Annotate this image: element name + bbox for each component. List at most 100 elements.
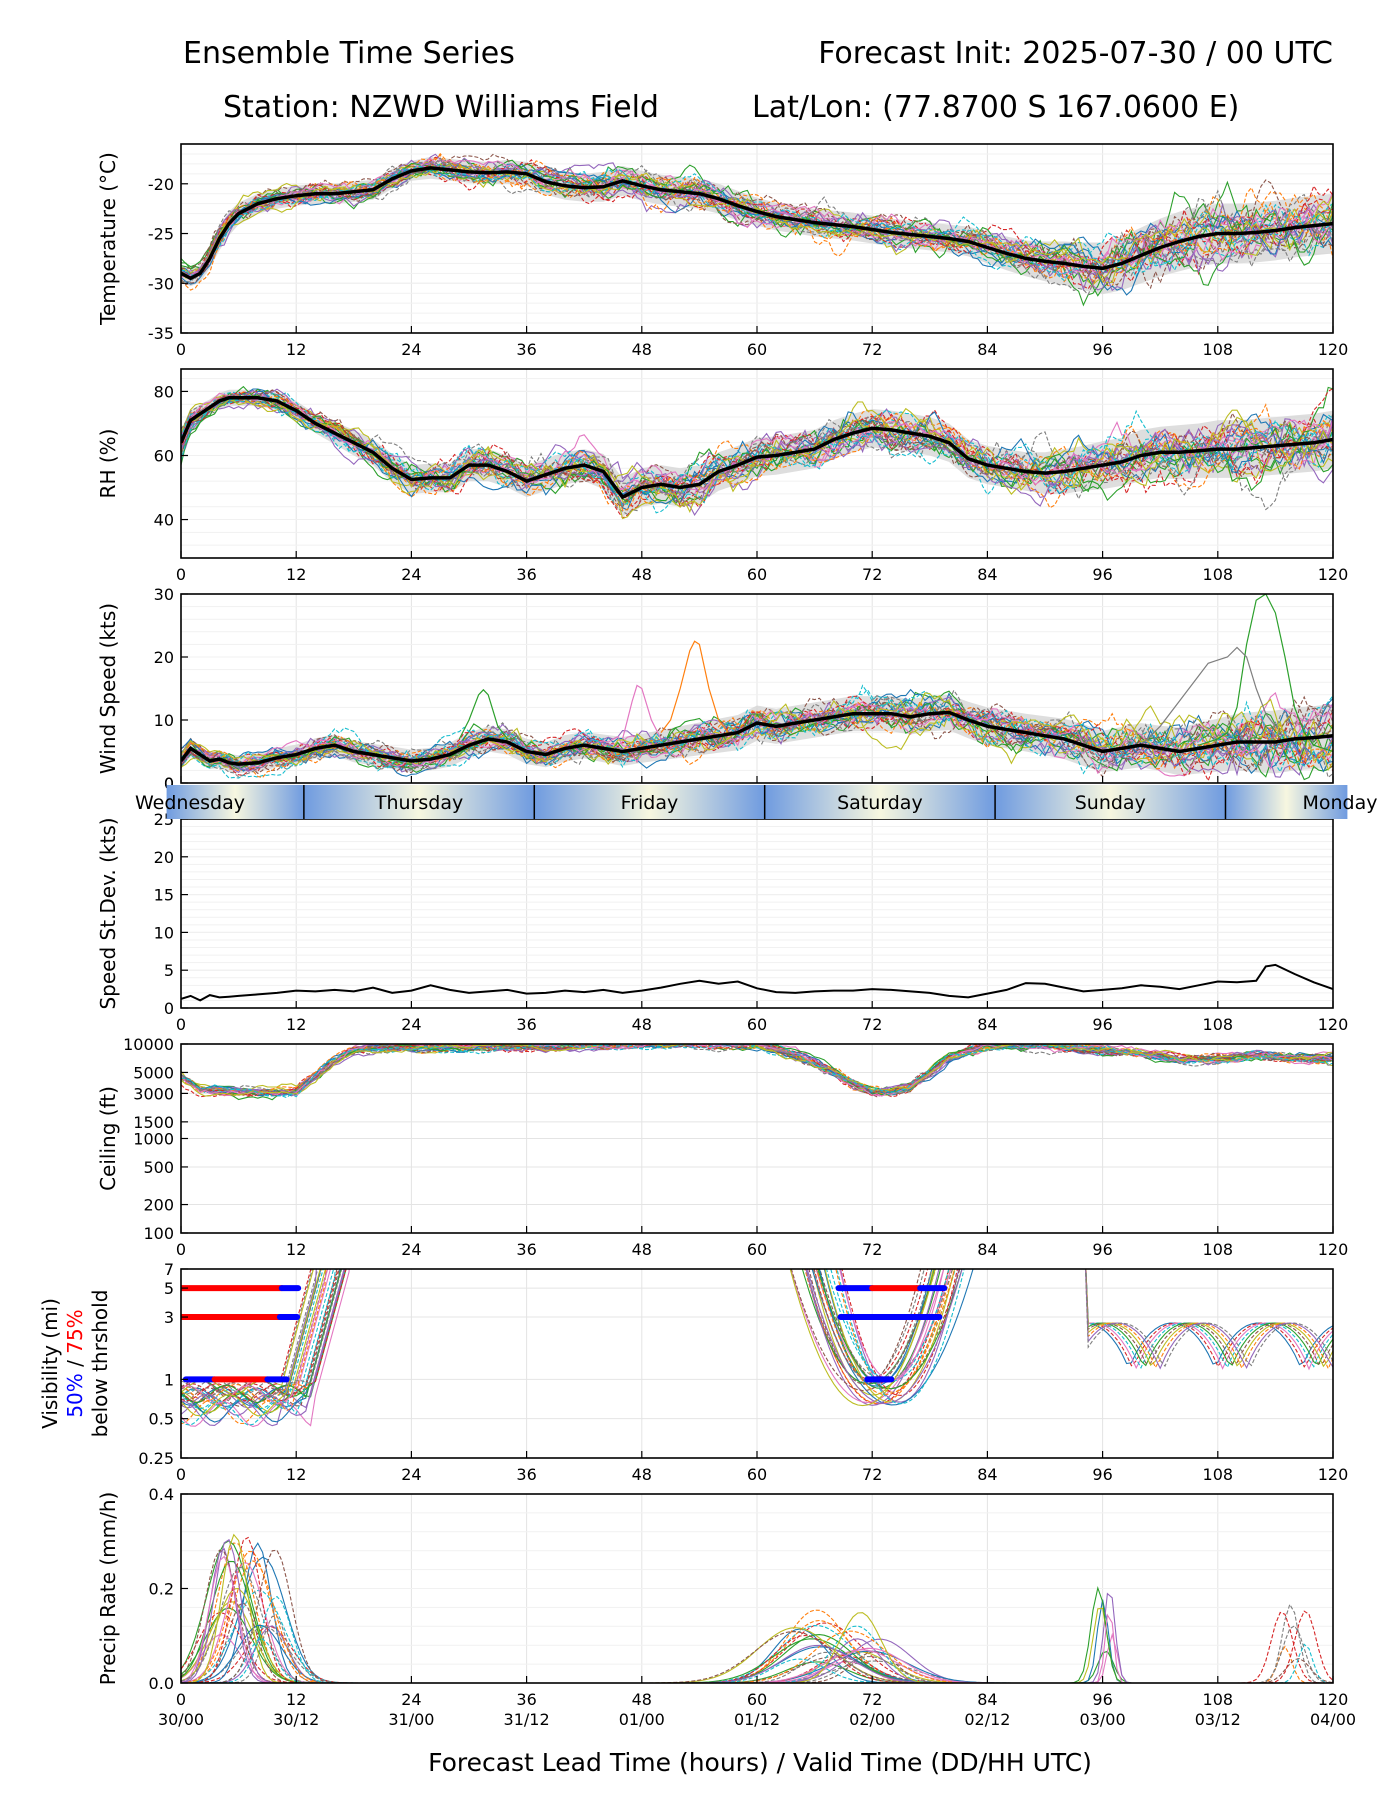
ensemble-mean-line [181,166,1333,281]
x-tick-label: 24 [401,1240,421,1259]
ensemble-member-line [181,154,1333,291]
day-segment [764,785,996,819]
valid-time-label: 31/00 [388,1710,434,1729]
stdev-line [181,963,1333,1002]
ensemble-member-outlier [622,684,662,740]
y-tick-label: -20 [148,175,174,194]
x-tick-label: 60 [747,1465,767,1484]
y-tick-label: 10000 [123,1035,174,1054]
y-tick-label: 500 [143,1158,174,1177]
ensemble-member-line [181,1269,1333,1408]
x-axis-label: Forecast Lead Time (hours) / Valid Time … [428,1748,1092,1777]
x-tick-label: 120 [1318,1015,1349,1034]
ensemble-member-line [181,391,1333,509]
y-tick-label: 1500 [133,1113,174,1132]
x-tick-label: 108 [1203,1015,1234,1034]
ensemble-member-line [181,1269,1333,1398]
ensemble-member-line [181,1269,1333,1397]
y-tick-label: 15 [154,886,174,905]
y-tick-label: 5 [164,961,174,980]
valid-time-label: 30/00 [158,1710,204,1729]
ensemble-member-line [181,388,1333,508]
ensemble-member-line [181,397,1333,506]
y-tick-label: 3 [164,1308,174,1327]
figure-title-station: Station: NZWD Williams Field [223,90,659,125]
ensemble-member-line [181,694,1333,779]
x-tick-label: 0 [176,1690,186,1709]
y-tick-label: -35 [148,324,174,343]
y-tick-label: 1 [164,1370,174,1389]
x-tick-label: 96 [1092,340,1112,359]
y-axis-label: RH (%) [96,429,120,499]
y-tick-label: 0.0 [149,1674,174,1693]
valid-time-label: 30/12 [273,1710,319,1729]
ensemble-member-line [181,393,1333,496]
panel-precip: 0.0 0.2 0.4 0 12 24 36 48 60 72 84 96 108 120 30/00 30/… [96,1485,1356,1729]
ensemble-member-line [181,702,1333,772]
x-tick-label: 60 [747,1240,767,1259]
x-tick-label: 0 [176,340,186,359]
x-tick-label: 96 [1092,1465,1112,1484]
ensemble-member-line [181,153,1333,278]
x-tick-label: 108 [1203,340,1234,359]
x-tick-label: 36 [516,1015,536,1034]
ensemble-member-line [181,1269,1333,1397]
panel-plot-area [181,385,1333,520]
ensemble-member-line [181,1269,1333,1403]
x-tick-label: 72 [862,340,882,359]
ensemble-member-outlier [1198,594,1333,753]
ensemble-member-line [181,1044,1333,1097]
panel-temperature: -35 -30 -25 -20 0 12 24 36 48 60 72 84 96 108 120 Tempe… [96,143,1348,359]
y-tick-label: 10 [154,711,174,730]
panel-grid [180,1268,1334,1459]
valid-time-label: 04/00 [1310,1710,1356,1729]
x-tick-label: 0 [176,565,186,584]
y-tick-label: 0.5 [149,1410,174,1429]
y-axis-label: Ceiling (ft) [96,1086,120,1191]
ensemble-member-line [181,1560,1333,1683]
x-tick-label: 120 [1318,565,1349,584]
panel-plot-area [181,1269,1333,1428]
day-label: Wednesday [135,792,245,814]
day-segment [1225,785,1348,819]
figure-title-left: Ensemble Time Series [183,36,515,71]
ensemble-member-line [181,166,1333,281]
x-tick-label: 96 [1092,565,1112,584]
panel-plot-area [181,594,1333,783]
x-tick-label: 24 [401,565,421,584]
y-axis-label: Speed St.Dev. (kts) [96,817,120,1009]
y-axis-label-75pct: 75% [63,1309,87,1353]
y-tick-label-zero: 0 [164,774,174,793]
ensemble-member-line [181,393,1333,492]
y-tick-label: -25 [148,225,174,244]
ensemble-member-line [181,689,1333,778]
chart-panels: -35-30-25-200 12 24 36 48 60 72 84 96 108 120Tempe… [38,143,1356,1729]
day-label: Sunday [1075,792,1146,814]
x-tick-label: 72 [862,1240,882,1259]
x-tick-label: 84 [977,340,997,359]
day-segment [995,785,1226,819]
y-axis-label-line3: below thrshold [88,1290,112,1438]
valid-time-label: 01/00 [619,1710,665,1729]
x-tick-label: 12 [286,1240,306,1259]
x-tick-label: 108 [1203,1465,1234,1484]
y-tick-label: 200 [143,1196,174,1215]
x-tick-label: 48 [632,1690,652,1709]
y-tick-label: -30 [148,274,174,293]
day-label: Thursday [374,792,463,814]
y-tick-label: 20 [154,648,174,667]
ensemble-member-line [181,1044,1333,1099]
x-tick-label: 84 [977,1240,997,1259]
ensemble-member-outlier [1140,646,1276,746]
x-tick-label: 84 [977,1690,997,1709]
x-tick-label: 48 [632,340,652,359]
day-segment [303,785,535,819]
panel-visibility: 0.25 0.5 1 3 57 0 12 24 36 48 60 72 84 96 108 120 Visibi… [38,1260,1349,1484]
ensemble-member-line [181,1269,1333,1401]
x-tick-label: 120 [1318,1465,1349,1484]
x-tick-label: 72 [862,565,882,584]
x-tick-label: 84 [977,1015,997,1034]
x-tick-label: 72 [862,1465,882,1484]
y-tick-label: 60 [154,446,174,465]
x-tick-label: 60 [747,565,767,584]
